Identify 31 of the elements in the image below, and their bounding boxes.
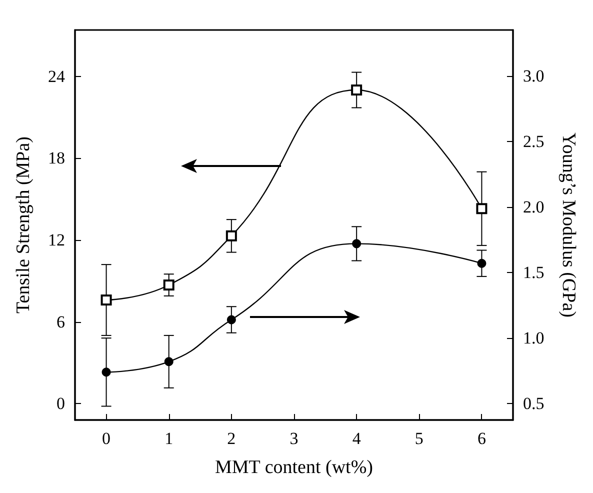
point (102, 368, 111, 377)
point (476, 203, 488, 214)
y-axis-title: Tensile Strength (MPa) (13, 136, 34, 314)
x-axis-title: MMT content (wt%) (215, 457, 373, 478)
point (226, 230, 237, 242)
y2-tick-label: 2.0 (523, 197, 544, 216)
y2-axis-title: Young’s Modulus (GPa) (558, 132, 579, 318)
x-tick-label: 6 (477, 429, 486, 448)
point (163, 280, 174, 290)
point (477, 258, 486, 268)
y2-tick-label: 1.5 (523, 263, 544, 282)
y-tick-label: 0 (56, 394, 65, 414)
x-tick-label: 5 (414, 429, 424, 448)
x-tick-label: 4 (352, 429, 362, 448)
y2-tick-label: 3.0 (523, 66, 544, 86)
x-tick-label: 2 (227, 429, 236, 448)
x-tick-label: 1 (164, 429, 174, 448)
x-tick-label: 3 (290, 429, 298, 448)
y-tick-label: 6 (56, 312, 65, 332)
point (352, 239, 362, 248)
y-tick-label: 12 (48, 230, 65, 250)
x-tick-label: 0 (102, 429, 111, 448)
y2-tick-label: 2.5 (523, 132, 544, 151)
point (226, 315, 236, 324)
point (100, 294, 112, 306)
y2-tick-label: 0.5 (523, 394, 544, 414)
point (351, 84, 362, 96)
point (164, 357, 174, 366)
y2-tick-label: 1.0 (523, 328, 544, 348)
y-tick-label: 18 (48, 148, 65, 168)
y-tick-label: 24 (48, 66, 66, 86)
